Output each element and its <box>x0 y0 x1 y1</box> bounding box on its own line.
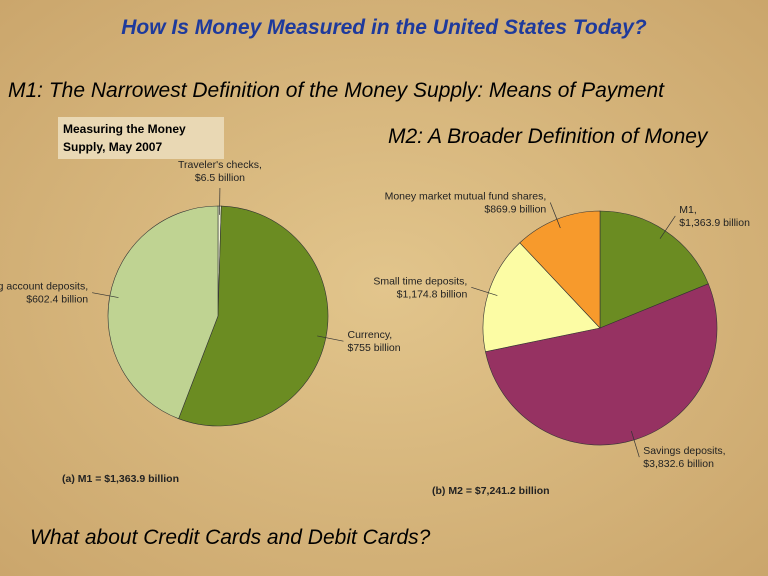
slice-value-label: $6.5 billion <box>195 172 245 184</box>
leader-line <box>92 292 119 298</box>
m1-heading: M1: The Narrowest Definition of the Mone… <box>8 79 665 102</box>
caption: (b) M2 = $7,241.2 billion <box>432 485 550 497</box>
box-label: Supply, May 2007 <box>63 140 162 154</box>
m2-heading: M2: A Broader Definition of Money <box>388 125 709 148</box>
slice-label: M1, <box>679 204 697 216</box>
caption: (a) M1 = $1,363.9 billion <box>62 473 179 485</box>
slice-value-label: $602.4 billion <box>26 294 88 306</box>
leader-line <box>471 286 498 296</box>
leader-line <box>630 430 640 458</box>
slice-value-label: $3,832.6 billion <box>643 458 714 470</box>
label-box <box>58 117 224 159</box>
slice-label: Savings deposits, <box>643 445 725 457</box>
slice-label: Checking account deposits, <box>0 281 88 293</box>
slice-label: Currency, <box>347 329 392 341</box>
leader-line <box>549 202 561 229</box>
leader-line <box>317 335 344 342</box>
slice-value-label: $1,174.8 billion <box>397 288 468 300</box>
slide-title: How Is Money Measured in the United Stat… <box>121 16 647 39</box>
slice-value-label: $1,363.9 billion <box>679 217 750 229</box>
box-label: Measuring the Money <box>63 122 186 136</box>
leader-line <box>659 215 676 239</box>
slice-value-label: $869.9 billion <box>484 204 546 216</box>
slice-value-label: $755 billion <box>347 342 400 354</box>
slice-label: Small time deposits, <box>373 275 467 287</box>
slice-label: Money market mutual fund shares, <box>385 191 547 203</box>
question: What about Credit Cards and Debit Cards? <box>30 526 431 549</box>
slice-label: Traveler's checks, <box>178 159 262 171</box>
